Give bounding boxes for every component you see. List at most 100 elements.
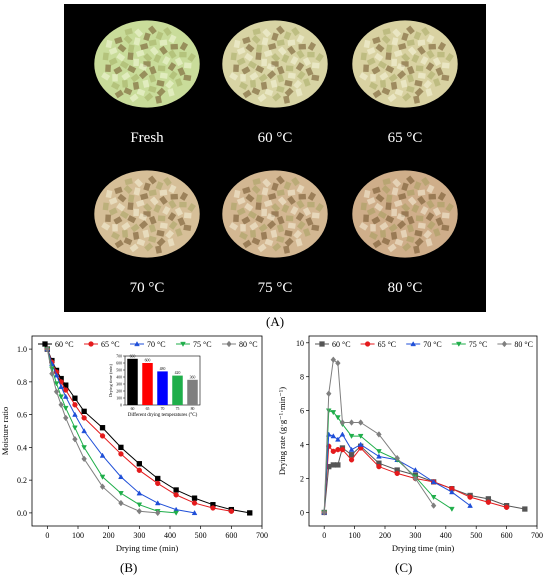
sample-piece <box>251 87 261 96</box>
sample-piece <box>415 215 424 222</box>
sample-piece <box>437 191 447 201</box>
sample-piece <box>390 81 398 90</box>
data-point <box>357 433 364 440</box>
sample-piece <box>381 237 391 246</box>
sample-piece <box>366 197 376 205</box>
sample-piece <box>379 79 387 88</box>
sample-piece <box>287 39 296 46</box>
sample-piece <box>270 79 278 88</box>
sample-piece <box>371 66 381 75</box>
sample-piece <box>406 85 415 93</box>
sample-piece <box>240 224 246 232</box>
sample-piece <box>385 65 395 74</box>
data-point <box>72 395 78 401</box>
data-point <box>430 494 437 501</box>
sample-piece <box>264 238 274 247</box>
series-70c <box>44 346 198 516</box>
sample-piece <box>375 193 385 203</box>
data-point <box>63 387 69 393</box>
sample-piece <box>441 224 450 232</box>
series-line <box>46 348 177 514</box>
sample-piece <box>117 193 127 203</box>
sample-piece <box>230 202 237 211</box>
data-point <box>348 433 355 440</box>
sample-piece <box>276 39 285 47</box>
inset-bar <box>127 358 138 405</box>
sample-piece <box>272 92 282 102</box>
sample-piece <box>406 65 415 75</box>
data-point <box>173 487 179 493</box>
sample-piece <box>129 93 139 103</box>
sample-piece <box>372 36 381 45</box>
sample-piece <box>295 238 303 247</box>
series-70c <box>321 431 473 515</box>
sample-piece <box>363 64 369 73</box>
sample-piece <box>121 229 129 238</box>
data-point <box>62 405 69 411</box>
sample-piece <box>296 199 305 209</box>
sample-piece <box>387 243 397 253</box>
sample-piece <box>148 25 157 35</box>
inset-y-tick-label: 400 <box>116 376 122 380</box>
sample-piece <box>133 208 140 217</box>
sample-piece <box>293 229 303 239</box>
data-point <box>376 463 382 470</box>
sample-piece <box>144 92 154 102</box>
sample-piece <box>381 87 391 96</box>
sample-piece <box>413 31 422 41</box>
sample-piece <box>167 62 177 72</box>
sample-piece <box>168 70 178 80</box>
series-75c <box>321 408 455 516</box>
sample-piece <box>425 238 433 247</box>
data-point <box>134 341 140 347</box>
sample-piece <box>413 181 422 191</box>
sample-piece <box>366 207 376 216</box>
sample-piece <box>307 41 317 51</box>
sample-piece <box>108 47 118 55</box>
sample-piece <box>363 189 371 199</box>
inset-x-tick-label: 75 <box>176 407 180 411</box>
sample-piece <box>252 178 261 186</box>
sample-piece <box>240 74 246 82</box>
sample-piece <box>296 220 306 230</box>
sample-piece <box>155 31 164 41</box>
sample-piece <box>236 197 246 205</box>
sample-piece <box>149 196 159 206</box>
sample-piece <box>255 194 263 203</box>
sample-label: 70 °C <box>129 280 165 296</box>
sample-piece <box>271 61 279 67</box>
data-point <box>376 431 382 438</box>
sample-piece <box>165 229 175 239</box>
data-point <box>136 507 143 515</box>
y-tick-label: 10 <box>296 339 304 348</box>
sample-piece <box>179 191 189 201</box>
sample-piece <box>112 74 118 82</box>
sample-piece <box>271 211 279 217</box>
sample-piece <box>359 222 369 231</box>
sample-piece <box>261 187 269 196</box>
sample-piece <box>305 217 314 227</box>
sample-piece <box>425 88 433 97</box>
sample-piece <box>423 79 433 89</box>
data-point <box>335 462 341 468</box>
sample-piece <box>425 212 435 222</box>
sample-piece <box>432 207 442 217</box>
sample-piece <box>423 229 433 239</box>
sample-piece <box>385 194 393 203</box>
sample-piece <box>414 237 424 247</box>
sample-piece <box>391 37 399 46</box>
data-point <box>228 508 234 514</box>
sample-piece <box>143 182 151 192</box>
sample-piece <box>156 79 165 87</box>
sample-piece <box>276 25 285 35</box>
sample-piece <box>406 175 415 185</box>
sample-piece <box>113 66 123 75</box>
moisture-ratio-chart: 0 100 200 300 400 500 600 7000.00.20.40.60.81.0… <box>0 335 268 553</box>
sample-piece <box>175 78 183 87</box>
sample-piece <box>396 213 406 221</box>
data-point <box>330 433 337 439</box>
legend-label: 80 °C <box>239 340 258 349</box>
data-point <box>325 408 332 414</box>
data-point <box>348 452 355 458</box>
sample-piece <box>155 181 164 191</box>
